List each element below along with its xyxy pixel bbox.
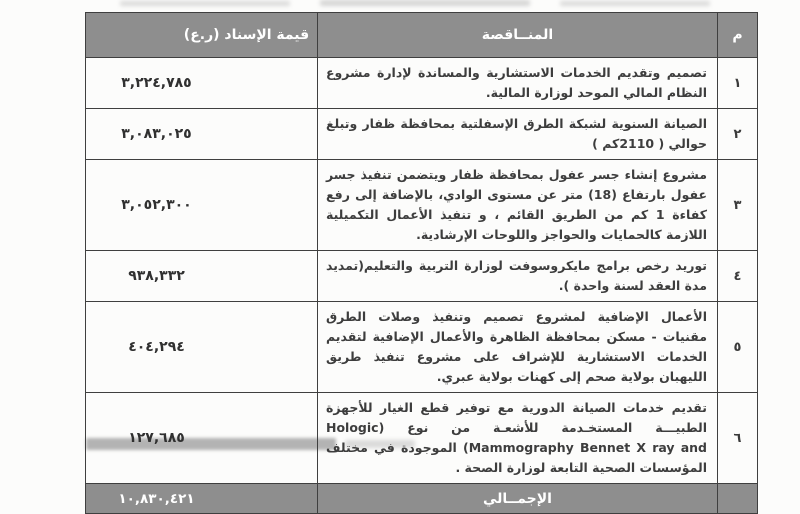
award-value-cell: ٣,٠٥٢,٣٠٠: [85, 159, 318, 251]
row-number-cell: ٦: [717, 392, 758, 484]
header-row: م المنــاقصة قيمة الإسناد (ر.ع): [85, 12, 758, 58]
tender-description-cell: تصميم وتقديم الخدمات الاستشارية والمساند…: [317, 57, 718, 109]
tender-description-cell: مشروع إنشاء جسر عفول بمحافظة ظفار ويتضمن…: [317, 159, 718, 251]
header-value-column: قيمة الإسناد (ر.ع): [85, 12, 318, 58]
award-value-cell: ٩٣٨,٣٣٢: [85, 250, 318, 302]
table-row: ٥ الأعمال الإضافية لمشروع تصميم وتنفيذ وص…: [85, 301, 758, 393]
tender-description-cell: توريد رخص برامج مايكروسوفت لوزارة التربي…: [317, 250, 718, 302]
header-value-label: قيمة الإسناد (ر.ع): [183, 27, 310, 43]
scan-artifact-top: [120, 1, 290, 6]
total-number-cell: [717, 483, 758, 514]
total-label: الإجمــالي: [317, 483, 718, 514]
award-value: ٣,٠٥٢,٣٠٠: [121, 197, 192, 213]
award-value-cell: ٣,٠٨٣,٠٢٥: [85, 108, 318, 160]
tenders-table: م المنــاقصة قيمة الإسناد (ر.ع) ١ تصميم و…: [85, 12, 758, 514]
award-value-cell: ١٢٧,٦٨٥: [85, 392, 318, 484]
row-number-cell: ١: [717, 57, 758, 109]
row-number-cell: ٢: [717, 108, 758, 160]
table-row: ٦ تقديم خدمات الصيانة الدورية مع توفير قط…: [85, 392, 758, 484]
award-value: ٤٠٤,٢٩٤: [128, 339, 185, 355]
table-row: ٢ الصيانة السنوية لشبكة الطرق الإسفلتية ب…: [85, 108, 758, 160]
row-number-cell: ٤: [717, 250, 758, 302]
header-tender-column: المنــاقصة: [317, 12, 718, 58]
total-row: الإجمــالي ١٠,٨٣٠,٤٢١: [85, 483, 758, 514]
award-value: ٩٣٨,٣٣٢: [128, 268, 185, 284]
tender-description-cell: الأعمال الإضافية لمشروع تصميم وتنفيذ وصل…: [317, 301, 718, 393]
table-row: ١ تصميم وتقديم الخدمات الاستشارية والمسان…: [85, 57, 758, 109]
document-page: م المنــاقصة قيمة الإسناد (ر.ع) ١ تصميم و…: [85, 0, 758, 514]
award-value-cell: ٤٠٤,٢٩٤: [85, 301, 318, 393]
scan-artifact-top: [320, 0, 530, 6]
table-row: ٣ مشروع إنشاء جسر عفول بمحافظة ظفار ويتضم…: [85, 159, 758, 251]
row-number-cell: ٥: [717, 301, 758, 393]
total-value-cell: ١٠,٨٣٠,٤٢١: [85, 483, 318, 514]
award-value-cell: ٣,٢٢٤,٧٨٥: [85, 57, 318, 109]
tender-description-cell: الصيانة السنوية لشبكة الطرق الإسفلتية بم…: [317, 108, 718, 160]
award-value: ١٢٧,٦٨٥: [128, 430, 185, 446]
total-value: ١٠,٨٣٠,٤٢١: [118, 490, 195, 507]
row-number-cell: ٣: [717, 159, 758, 251]
award-value: ٣,٢٢٤,٧٨٥: [121, 75, 192, 91]
table-row: ٤ توريد رخص برامج مايكروسوفت لوزارة الترب…: [85, 250, 758, 302]
award-value: ٣,٠٨٣,٠٢٥: [121, 126, 192, 142]
scan-artifact-top: [560, 1, 710, 6]
header-number-column: م: [717, 12, 758, 58]
tender-description-cell: تقديم خدمات الصيانة الدورية مع توفير قطع…: [317, 392, 718, 484]
